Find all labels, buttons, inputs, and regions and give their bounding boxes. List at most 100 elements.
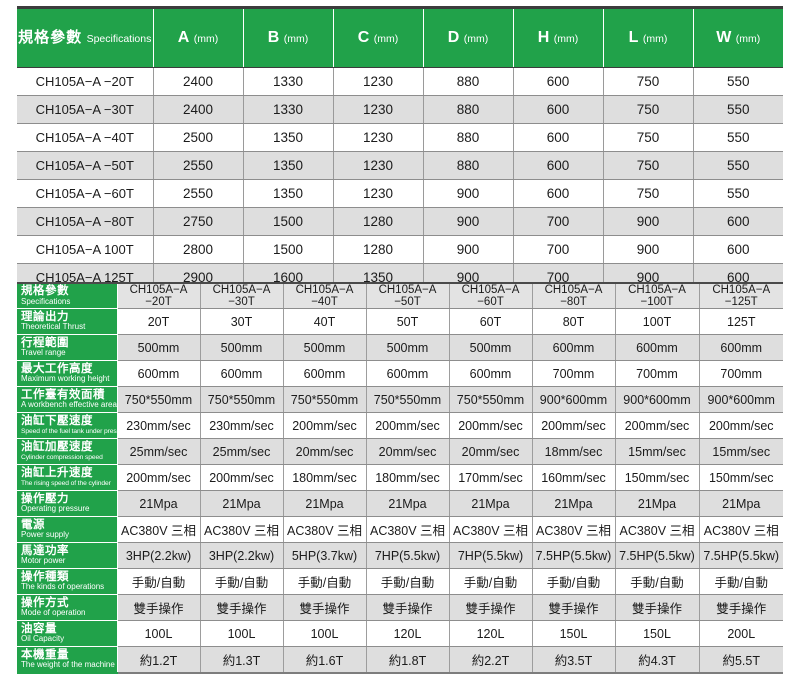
specification-row-label-en: Cylinder compression speed bbox=[21, 453, 103, 461]
table-row: 操作壓力 Operating pressure 21Mpa 21Mpa 21Mpa 21M… bbox=[17, 490, 783, 517]
specification-cell: 雙手操作 bbox=[365, 594, 450, 621]
specification-row-label-en: A workbench effective area bbox=[21, 400, 117, 410]
specification-cell: 約5.5T bbox=[698, 646, 783, 674]
specification-cell: 150L bbox=[531, 620, 616, 647]
dimension-header-d: D (mm) bbox=[422, 6, 514, 68]
dimension-header-w-letter: W bbox=[716, 29, 732, 46]
dimension-cell-a: 2750 bbox=[152, 207, 244, 236]
specification-row-label: 馬達功率 Motor power bbox=[17, 542, 118, 569]
specification-cell: 120L bbox=[365, 620, 450, 647]
specification-row-label: 工作臺有效面積 A workbench effective area bbox=[17, 386, 118, 413]
specification-cell: 150mm/sec bbox=[614, 464, 700, 491]
specification-row-label-en: Travel range bbox=[21, 348, 66, 358]
specification-cell: 約1.2T bbox=[116, 646, 201, 674]
table-row: 操作種類 The kinds of operations 手動/自動 手動/自動 手動/… bbox=[17, 568, 783, 595]
dimension-cell-c: 1230 bbox=[332, 179, 424, 208]
specification-cell: AC380V 三相 bbox=[614, 516, 700, 543]
specification-row-label: 行程範圍 Travel range bbox=[17, 334, 118, 361]
specification-cell: AC380V 三相 bbox=[282, 516, 367, 543]
dimension-cell-c: 1230 bbox=[332, 123, 424, 152]
specification-cell: 手動/自動 bbox=[448, 568, 533, 595]
specification-row-label-cn: 油缸上升速度 bbox=[21, 467, 93, 480]
dimension-table: 規格參數 Specifications A (mm) B (mm) C (mm) bbox=[17, 6, 783, 293]
specification-row-label: 油容量 Oil Capacity bbox=[17, 620, 118, 647]
dimension-cell-w: 550 bbox=[692, 123, 783, 152]
specification-cell: 80T bbox=[531, 308, 616, 335]
dimension-cell-d: 880 bbox=[422, 95, 514, 124]
specification-model-header: CH105A−A −40T bbox=[282, 282, 367, 309]
specification-row-label-en: Power supply bbox=[21, 530, 70, 540]
dimension-header-b-letter: B bbox=[267, 29, 280, 46]
specification-row-label-en: Mode of operation bbox=[21, 608, 86, 618]
specification-cell: 900*600mm bbox=[614, 386, 700, 413]
specification-cell: 600mm bbox=[448, 360, 533, 387]
dimension-table-body: CH105A−A −20T 2400 1330 1230 880 600 750 550 CH1… bbox=[17, 67, 783, 293]
specification-cell: 500mm bbox=[282, 334, 367, 361]
dimension-cell-d: 900 bbox=[422, 207, 514, 236]
specification-row-label-en: Operating pressure bbox=[21, 504, 90, 514]
specification-cell: 900*600mm bbox=[531, 386, 616, 413]
specification-cell: 7HP(5.5kw) bbox=[365, 542, 450, 569]
specification-cell: 5HP(3.7kw) bbox=[282, 542, 367, 569]
specification-cell: 手動/自動 bbox=[116, 568, 201, 595]
specification-cell: 600mm bbox=[614, 334, 700, 361]
specification-cell: 手動/自動 bbox=[698, 568, 783, 595]
dimension-cell-model: CH105A−A −50T bbox=[17, 151, 154, 180]
dimension-cell-w: 550 bbox=[692, 95, 783, 124]
dimension-header-l-letter: L bbox=[628, 29, 639, 46]
specification-cell: 21Mpa bbox=[614, 490, 700, 517]
specification-model-header: CH105A−A −60T bbox=[448, 282, 533, 309]
dimension-cell-model: CH105A−A −40T bbox=[17, 123, 154, 152]
specification-cell: 150L bbox=[614, 620, 700, 647]
specification-row-label: 最大工作高度 Maximum working height bbox=[17, 360, 118, 387]
specification-model-header: CH105A−A −30T bbox=[199, 282, 284, 309]
specification-row-label: 本機重量 The weight of the machine bbox=[17, 646, 118, 674]
specification-row-label-cn: 本機重量 bbox=[21, 648, 69, 661]
specification-cell: 200L bbox=[698, 620, 783, 647]
specification-cell: 雙手操作 bbox=[282, 594, 367, 621]
specification-row-label: 操作種類 The kinds of operations bbox=[17, 568, 118, 595]
dimension-header-row: 規格參數 Specifications A (mm) B (mm) C (mm) bbox=[17, 6, 783, 68]
specification-cell: 21Mpa bbox=[365, 490, 450, 517]
specification-cell: 手動/自動 bbox=[614, 568, 700, 595]
specification-cell: AC380V 三相 bbox=[365, 516, 450, 543]
table-row: 油缸下壓速度 Speed of the fuel tank under press… bbox=[17, 412, 783, 439]
dimension-header-a-unit: (mm) bbox=[193, 33, 219, 45]
specification-model-header: CH105A−A −125T bbox=[698, 282, 783, 309]
table-row: 電源 Power supply AC380V 三相 AC380V 三相 AC380V 三… bbox=[17, 516, 783, 543]
dimension-cell-b: 1350 bbox=[242, 151, 334, 180]
specification-cell: 180mm/sec bbox=[282, 464, 367, 491]
table-row: 油缸上升速度 The rising speed of the cylinder 20… bbox=[17, 464, 783, 491]
specification-cell: 120L bbox=[448, 620, 533, 647]
dimension-cell-w: 550 bbox=[692, 67, 783, 96]
dimension-header-specifications-cn: 規格參數 bbox=[18, 29, 83, 46]
dimension-cell-h: 600 bbox=[512, 67, 604, 96]
dimension-header-c-unit: (mm) bbox=[373, 33, 399, 45]
specification-row-label-en: The weight of the machine bbox=[21, 660, 115, 670]
specification-cell: 手動/自動 bbox=[199, 568, 284, 595]
dimension-cell-h: 600 bbox=[512, 95, 604, 124]
specification-table: 規格參數 Specifications CH105A−A −20T CH105A−A … bbox=[17, 282, 783, 674]
table-row: CH105A−A −50T 2550 1350 1230 880 600 750 550 bbox=[17, 151, 783, 180]
dimension-header-specifications-en: Specifications bbox=[86, 33, 152, 45]
specification-cell: 20mm/sec bbox=[448, 438, 533, 465]
specification-cell: 40T bbox=[282, 308, 367, 335]
dimension-cell-d: 880 bbox=[422, 151, 514, 180]
specification-cell: 100L bbox=[282, 620, 367, 647]
dimension-cell-l: 750 bbox=[602, 179, 694, 208]
specification-cell: 雙手操作 bbox=[116, 594, 201, 621]
specification-cell: 21Mpa bbox=[448, 490, 533, 517]
dimension-cell-model: CH105A−A −60T bbox=[17, 179, 154, 208]
dimension-header-h-letter: H bbox=[537, 29, 550, 46]
specification-cell: 7.5HP(5.5kw) bbox=[614, 542, 700, 569]
dimension-cell-l: 900 bbox=[602, 207, 694, 236]
specification-row-label: 油缸上升速度 The rising speed of the cylinder bbox=[17, 464, 118, 491]
dimension-cell-a: 2400 bbox=[152, 95, 244, 124]
spec-sheet-page: 規格參數 Specifications A (mm) B (mm) C (mm) bbox=[17, 6, 783, 674]
dimension-header-b-unit: (mm) bbox=[283, 33, 309, 45]
dimension-cell-a: 2550 bbox=[152, 151, 244, 180]
dimension-cell-l: 750 bbox=[602, 151, 694, 180]
specification-row-label-cn: 油缸加壓速度 bbox=[21, 441, 93, 454]
dimension-cell-model: CH105A−A 125T bbox=[17, 263, 154, 293]
specification-row-label: 油缸下壓速度 Speed of the fuel tank under press… bbox=[17, 412, 129, 439]
